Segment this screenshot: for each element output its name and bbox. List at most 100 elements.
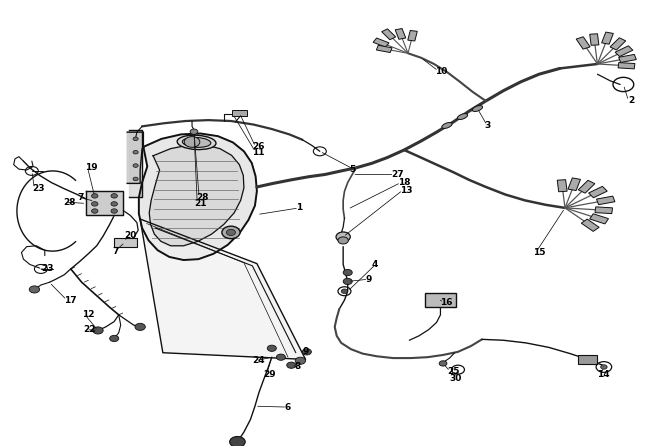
Bar [597,196,615,205]
Circle shape [338,237,348,244]
Text: 7: 7 [112,247,119,256]
Text: 22: 22 [84,325,96,334]
Polygon shape [86,191,123,215]
Circle shape [601,365,607,369]
Circle shape [439,361,447,366]
Bar [590,214,608,224]
Circle shape [92,202,98,206]
Bar [602,32,614,44]
Ellipse shape [183,137,211,148]
Text: 25: 25 [447,367,460,376]
Ellipse shape [177,135,216,150]
Circle shape [111,209,118,213]
Text: 26: 26 [252,142,265,152]
Text: 5: 5 [350,164,356,173]
Circle shape [110,335,119,342]
Bar [581,219,599,232]
Text: 15: 15 [532,248,545,257]
Circle shape [133,177,138,181]
Text: 20: 20 [124,232,136,240]
Bar [382,29,396,40]
Bar [619,55,636,63]
Circle shape [133,151,138,154]
Bar [557,180,567,192]
Text: 23: 23 [32,184,44,193]
Polygon shape [139,134,257,260]
Text: 1: 1 [296,203,302,212]
Text: 16: 16 [441,298,453,308]
Text: 28: 28 [196,193,209,202]
Circle shape [184,137,200,148]
Circle shape [93,327,103,334]
Circle shape [302,349,311,355]
Polygon shape [129,130,142,197]
Bar [618,63,635,69]
Bar [395,29,406,39]
Circle shape [133,164,138,167]
Circle shape [229,437,245,447]
Circle shape [267,345,276,351]
Bar [232,110,246,116]
Circle shape [295,357,306,364]
Bar [578,355,597,364]
Ellipse shape [336,232,350,242]
Text: 18: 18 [398,178,410,187]
Circle shape [111,202,118,206]
Ellipse shape [473,105,482,111]
Text: 10: 10 [436,67,448,76]
Text: 9: 9 [302,347,309,356]
Polygon shape [127,132,144,183]
Text: 23: 23 [41,265,53,274]
Circle shape [226,229,235,236]
Text: 4: 4 [372,260,378,269]
Bar [578,180,595,193]
Circle shape [343,270,352,276]
Bar [576,37,590,49]
Circle shape [343,278,352,285]
Text: 12: 12 [82,310,94,319]
Text: 19: 19 [85,163,98,172]
Text: 24: 24 [252,356,265,365]
Circle shape [135,323,146,330]
Circle shape [276,354,285,360]
Text: 17: 17 [64,295,77,305]
Bar [610,38,626,50]
Text: 11: 11 [252,148,265,157]
Text: 29: 29 [263,370,276,379]
Circle shape [287,362,296,368]
Text: 8: 8 [294,363,301,371]
Bar [408,30,417,41]
Text: 21: 21 [194,199,207,208]
Bar [595,207,612,214]
Circle shape [190,129,198,135]
Bar [590,34,599,45]
Ellipse shape [458,114,467,119]
Circle shape [92,194,98,198]
Bar [425,294,456,307]
Text: 9: 9 [365,275,372,284]
Text: 27: 27 [391,170,404,179]
Polygon shape [150,145,244,246]
Bar [114,238,136,247]
Text: 3: 3 [484,121,490,130]
Circle shape [133,137,138,141]
Text: 30: 30 [450,374,462,383]
Circle shape [111,194,118,198]
Bar [376,45,392,53]
Text: 13: 13 [400,186,412,194]
Bar [373,38,389,47]
Bar [568,178,580,190]
Circle shape [222,226,240,239]
Text: 28: 28 [63,198,75,207]
Polygon shape [140,219,306,359]
Text: 6: 6 [284,403,291,412]
Text: 14: 14 [597,370,610,379]
Bar [615,46,633,57]
Circle shape [341,289,348,294]
Ellipse shape [442,122,452,128]
Text: 2: 2 [629,97,635,105]
Text: 7: 7 [77,193,84,202]
Bar [589,186,607,198]
Circle shape [29,286,40,293]
Circle shape [92,209,98,213]
